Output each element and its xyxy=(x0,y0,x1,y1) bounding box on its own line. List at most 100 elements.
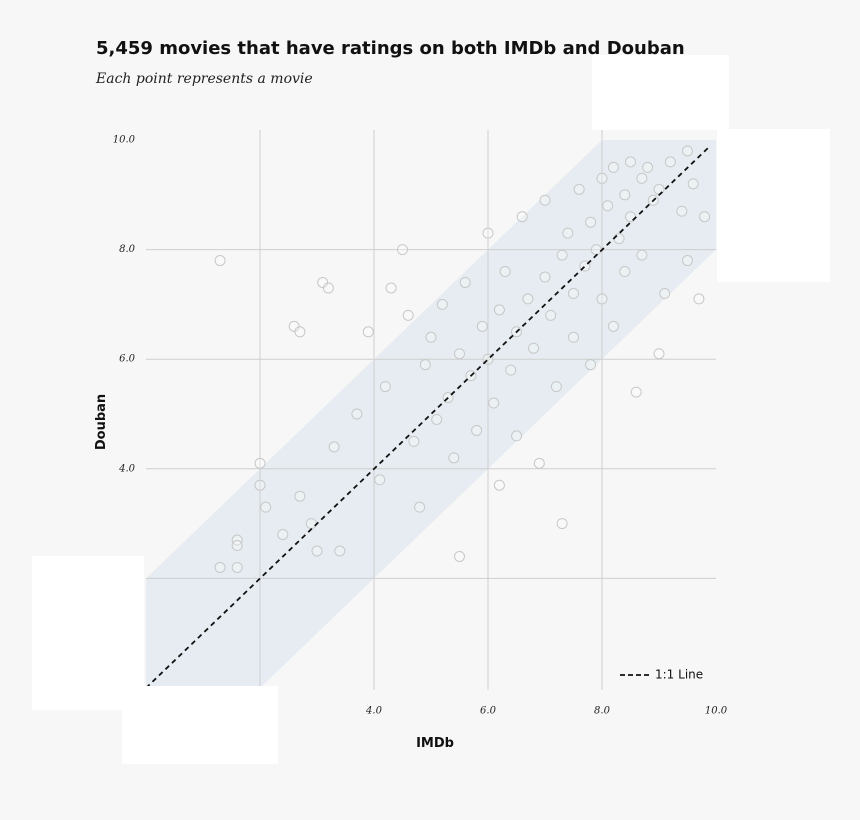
point xyxy=(231,540,243,552)
point xyxy=(664,156,676,168)
y-tick-label: 8.0 xyxy=(119,244,136,255)
point xyxy=(636,249,648,261)
point xyxy=(619,189,631,201)
plot-area: 0.02.04.06.08.010.00.02.04.06.08.010.01:… xyxy=(113,130,728,717)
point xyxy=(596,293,608,305)
point xyxy=(653,348,665,360)
point xyxy=(642,161,654,173)
x-tick-label: 6.0 xyxy=(480,706,497,717)
x-tick-label: 4.0 xyxy=(365,706,383,717)
point xyxy=(476,320,488,332)
point xyxy=(630,386,642,398)
point xyxy=(288,320,300,332)
point xyxy=(294,490,306,502)
point xyxy=(682,145,693,157)
point xyxy=(214,255,226,267)
point xyxy=(402,309,414,321)
point xyxy=(493,304,505,316)
point xyxy=(397,244,408,256)
point xyxy=(528,342,540,354)
y-tick-label: 6.0 xyxy=(119,354,136,365)
chart-subtitle: Each point represents a movie xyxy=(95,71,313,87)
point xyxy=(545,309,557,321)
x-tick-label: 8.0 xyxy=(594,706,611,717)
reference-line xyxy=(145,147,709,689)
point xyxy=(311,545,323,557)
point xyxy=(231,561,243,573)
legend-label: 1:1 Line xyxy=(655,668,703,682)
point xyxy=(602,200,614,212)
point xyxy=(625,156,636,168)
point xyxy=(214,561,226,573)
point xyxy=(431,413,443,425)
redaction-box xyxy=(717,129,830,282)
chart-title: 5,459 movies that have ratings on both I… xyxy=(96,38,685,59)
point xyxy=(573,183,585,195)
redaction-box xyxy=(592,55,729,130)
point xyxy=(556,518,568,530)
point xyxy=(425,331,437,343)
point xyxy=(659,287,671,299)
x-axis-label: IMDb xyxy=(416,736,454,751)
redactions xyxy=(32,55,830,764)
point xyxy=(522,293,534,305)
point xyxy=(539,271,551,283)
point xyxy=(687,178,699,190)
point xyxy=(636,172,648,184)
point xyxy=(374,474,386,486)
point xyxy=(322,282,334,294)
point xyxy=(436,298,448,310)
point xyxy=(550,381,562,393)
point xyxy=(379,381,391,393)
x-tick-label: 10.0 xyxy=(705,706,728,717)
point xyxy=(556,249,568,261)
point xyxy=(511,430,522,442)
point xyxy=(568,287,579,299)
point xyxy=(459,276,471,288)
point xyxy=(585,216,597,228)
point xyxy=(493,479,505,491)
point xyxy=(607,320,619,332)
point xyxy=(454,348,465,360)
point xyxy=(539,194,551,206)
point xyxy=(590,244,602,256)
point xyxy=(385,282,397,294)
point xyxy=(562,227,574,239)
point xyxy=(568,331,579,343)
point xyxy=(254,457,266,469)
point xyxy=(362,326,374,338)
point xyxy=(260,501,272,513)
point xyxy=(533,457,545,469)
point xyxy=(682,255,693,267)
point xyxy=(294,326,306,338)
point xyxy=(471,424,483,436)
point xyxy=(254,479,266,491)
point xyxy=(414,501,426,513)
point xyxy=(596,172,608,184)
point xyxy=(419,359,431,371)
y-tick-label: 4.0 xyxy=(118,463,136,474)
point xyxy=(516,211,528,223)
point xyxy=(334,545,346,557)
point xyxy=(676,205,688,217)
point xyxy=(613,233,625,245)
redaction-box xyxy=(122,686,278,764)
point xyxy=(619,266,631,278)
point xyxy=(454,550,465,562)
point xyxy=(408,435,420,447)
y-tick-label: 10.0 xyxy=(113,135,136,146)
point xyxy=(699,211,711,223)
point xyxy=(317,276,329,288)
point xyxy=(277,529,289,541)
point xyxy=(488,397,500,409)
point xyxy=(499,266,511,278)
band xyxy=(146,140,716,688)
redaction-box xyxy=(32,556,144,710)
point xyxy=(482,227,494,239)
point xyxy=(328,441,340,453)
point xyxy=(585,359,597,371)
point xyxy=(693,293,705,305)
y-axis-label: Douban xyxy=(94,394,109,450)
point xyxy=(305,518,317,530)
